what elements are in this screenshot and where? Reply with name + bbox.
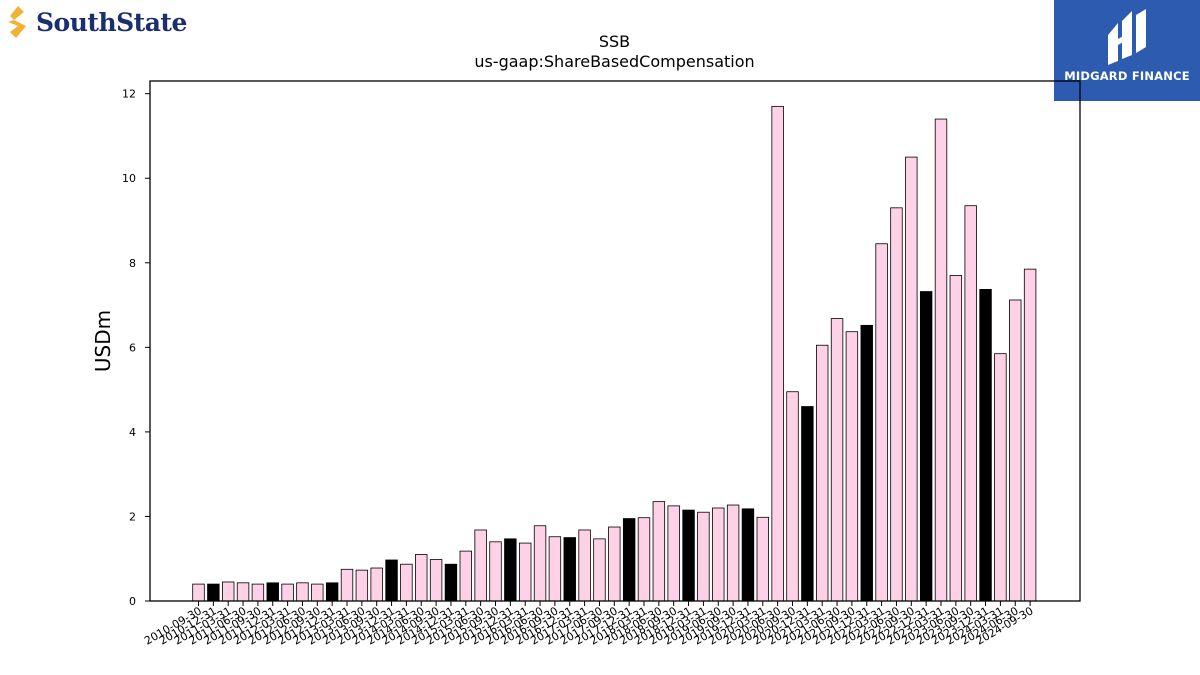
y-tick-label: 2 [129,510,136,523]
y-tick-label: 8 [129,257,136,270]
bar [207,583,220,602]
bar [340,568,354,602]
bar [519,542,532,602]
bar [355,569,369,602]
bar [533,525,547,602]
bar [934,118,948,602]
bar [296,582,309,602]
southstate-logo: SouthState [4,4,187,40]
bar [325,582,339,602]
bar [444,563,458,602]
bar [608,526,621,602]
bar [622,518,636,602]
bar [563,537,576,602]
chart-title: SSB [598,32,631,51]
bar [994,353,1007,602]
bar [741,508,755,602]
bar [400,563,413,602]
bar [712,507,725,602]
bar [830,318,844,602]
bar [593,538,606,602]
bar [697,511,710,602]
bar [548,536,562,602]
bar [192,583,205,602]
bar [652,501,666,602]
bar [816,344,829,602]
bar [385,559,398,602]
bar [370,567,383,602]
bar [578,529,591,602]
bar [504,538,517,602]
bar [429,559,443,602]
bar [860,324,873,602]
bar [682,509,695,602]
southstate-wordmark: SouthState [36,7,187,37]
midgard-finance-logo: MIDGARD FINANCE [1054,0,1200,101]
bar [875,243,888,602]
bar [801,406,814,602]
bar [1023,268,1037,602]
y-tick-label: 12 [122,88,136,101]
bar [964,205,977,602]
bar [474,529,487,602]
bar [949,275,963,602]
bar [311,583,324,602]
bar [667,505,680,602]
bar [415,554,428,602]
bar [919,291,933,602]
y-tick-label: 4 [129,426,136,439]
bar [251,583,265,602]
bar [771,105,784,602]
bar [459,550,473,602]
bar [637,517,651,602]
bar [786,391,799,602]
bar [266,582,279,602]
midgard-finance-label: MIDGARD FINANCE [1064,69,1190,83]
bar [726,504,740,602]
southstate-s-icon [8,6,26,38]
y-tick-label: 10 [122,172,136,185]
bar [1009,299,1022,602]
bar [845,331,859,602]
y-axis-label: USDm [91,310,115,372]
bar [905,156,918,602]
bar [221,581,235,602]
bar [890,207,903,602]
y-tick-label: 0 [129,595,136,608]
y-tick-label: 6 [129,341,136,354]
midgard-m-icon [1108,9,1146,65]
bar [489,541,502,602]
chart-subtitle: us-gaap:ShareBasedCompensation [474,52,755,71]
bar [281,583,294,602]
plot-frame [149,80,1081,602]
bar [979,289,992,602]
bar [756,516,770,602]
bar [236,582,250,602]
